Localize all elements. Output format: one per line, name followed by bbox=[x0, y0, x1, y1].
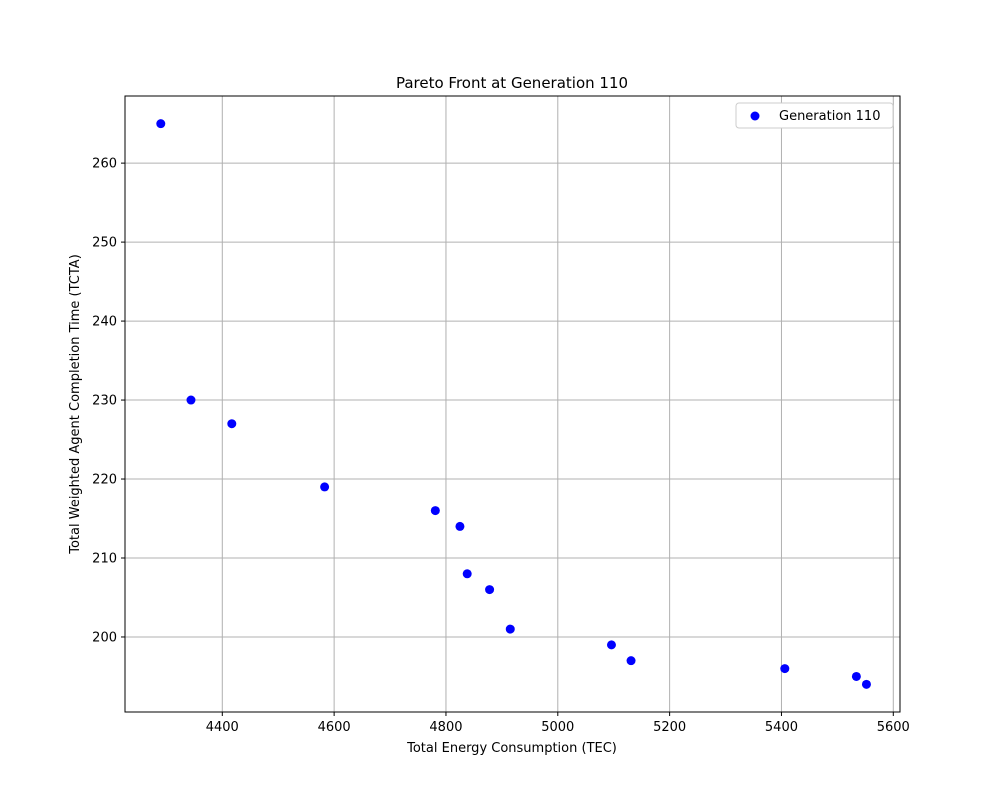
data-point bbox=[227, 419, 237, 429]
data-points bbox=[156, 119, 871, 689]
chart-title: Pareto Front at Generation 110 bbox=[396, 74, 628, 92]
data-point bbox=[455, 521, 465, 531]
axis-ticks: 4400 4600 4800 5000 5200 5400 5600 200 210 220 230… bbox=[92, 157, 910, 735]
y-tick-label: 200 bbox=[92, 630, 117, 645]
y-tick-label: 230 bbox=[92, 394, 117, 409]
data-point bbox=[606, 640, 616, 650]
data-point bbox=[156, 119, 166, 129]
data-point bbox=[626, 656, 636, 666]
x-axis-title: Total Energy Consumption (TEC) bbox=[406, 741, 617, 756]
data-point bbox=[780, 664, 790, 674]
x-tick-label: 5000 bbox=[541, 720, 574, 735]
data-point bbox=[186, 395, 196, 405]
data-point bbox=[851, 671, 861, 681]
legend-label: Generation 110 bbox=[779, 109, 880, 124]
y-tick-label: 220 bbox=[92, 473, 117, 488]
grid bbox=[125, 96, 900, 712]
x-tick-label: 4600 bbox=[318, 720, 351, 735]
y-tick-label: 240 bbox=[92, 315, 117, 330]
plot-area-frame bbox=[124, 95, 901, 713]
x-tick-label: 5400 bbox=[765, 720, 798, 735]
x-tick-label: 5600 bbox=[877, 720, 910, 735]
y-tick-label: 260 bbox=[92, 157, 117, 172]
data-point bbox=[485, 585, 495, 595]
x-tick-label: 4400 bbox=[206, 720, 239, 735]
x-tick-label: 5200 bbox=[653, 720, 686, 735]
data-point bbox=[320, 482, 330, 492]
legend-box bbox=[735, 102, 894, 129]
data-point bbox=[430, 506, 440, 516]
x-tick-label: 4800 bbox=[429, 720, 462, 735]
legend-marker bbox=[750, 111, 760, 121]
y-axis-title: Total Weighted Agent Completion Time (TC… bbox=[68, 254, 83, 555]
data-point bbox=[861, 679, 871, 689]
data-point bbox=[462, 569, 472, 579]
legend: Generation 110 bbox=[735, 102, 894, 129]
data-point bbox=[505, 624, 515, 634]
y-tick-label: 210 bbox=[92, 552, 117, 567]
y-tick-label: 250 bbox=[92, 236, 117, 251]
